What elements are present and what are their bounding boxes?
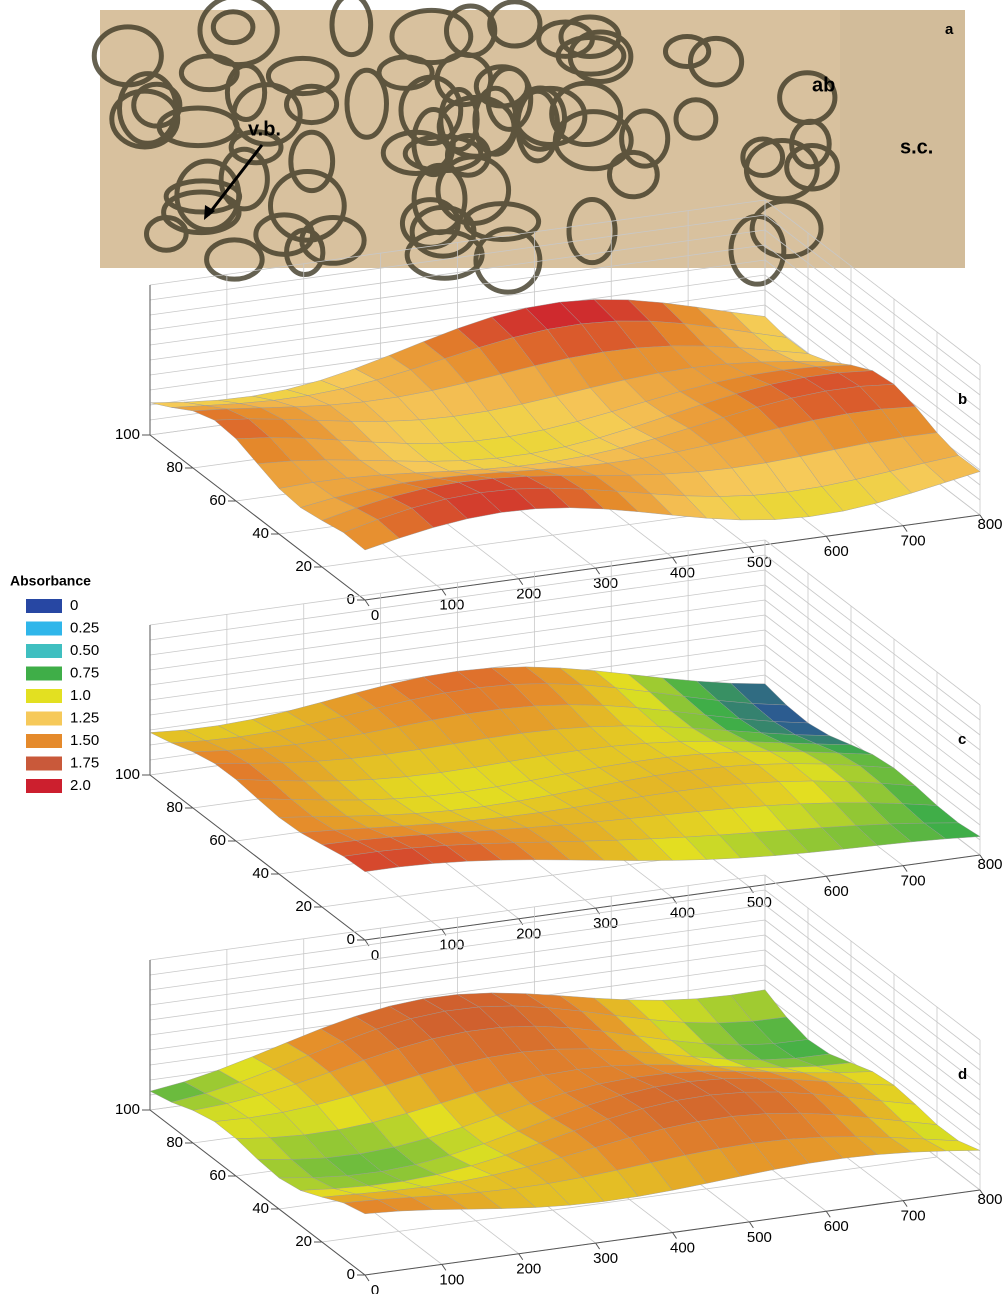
tick-mark (826, 1211, 830, 1217)
tick-mark (519, 1254, 523, 1260)
y-tick-label: 60 (209, 1167, 226, 1184)
tick-mark (596, 568, 600, 574)
x-tick-label: 800 (977, 1191, 1002, 1208)
y-tick-label: 60 (209, 492, 226, 509)
legend-swatch (26, 734, 62, 748)
tick-mark (903, 526, 907, 532)
y-tick-label: 20 (295, 558, 312, 575)
y-tick-label: 40 (252, 865, 269, 882)
annotation: s.c. (900, 136, 933, 158)
x-tick-label: 500 (747, 554, 772, 571)
y-tick-label: 100 (115, 1101, 140, 1118)
y-tick-label: 80 (166, 459, 183, 476)
x-tick-label: 500 (747, 1229, 772, 1246)
legend-swatch (26, 757, 62, 771)
x-tick-label: 700 (901, 873, 926, 890)
x-tick-label: 800 (977, 516, 1002, 533)
x-tick-label: 100 (439, 1271, 464, 1288)
legend-title: Absorbance (10, 573, 91, 589)
grid-line (765, 540, 980, 705)
legend-swatch (26, 644, 62, 658)
tick-mark (826, 876, 830, 882)
x-tick-label: 0 (371, 1282, 379, 1294)
x-tick-label: 100 (439, 936, 464, 953)
x-tick-label: 400 (670, 564, 695, 581)
x-tick-label: 600 (824, 883, 849, 900)
panel-label: c (958, 731, 966, 748)
y-tick-label: 20 (295, 898, 312, 915)
x-tick-label: 300 (593, 575, 618, 592)
x-tick-label: 600 (824, 1218, 849, 1235)
tick-mark (442, 589, 446, 595)
legend-swatch (26, 712, 62, 726)
tick-mark (749, 1222, 753, 1228)
surface-plot: 0100200300400500600700800020406080100d (115, 875, 1003, 1294)
tick-mark (749, 547, 753, 553)
legend-swatch (26, 599, 62, 613)
x-tick-label: 400 (670, 1239, 695, 1256)
y-tick-label: 40 (252, 525, 269, 542)
tick-mark (519, 579, 523, 585)
grid-line (765, 570, 980, 735)
legend-swatch (26, 667, 62, 681)
legend-label: 0.50 (70, 642, 99, 659)
annotation: v.b. (248, 118, 281, 140)
y-tick-label: 60 (209, 832, 226, 849)
tick-mark (596, 1243, 600, 1249)
panel-label: a (945, 21, 954, 38)
y-tick-label: 0 (347, 591, 355, 608)
y-tick-label: 0 (347, 1266, 355, 1283)
x-tick-label: 200 (516, 926, 541, 943)
x-tick-label: 700 (901, 1208, 926, 1225)
y-tick-label: 80 (166, 1134, 183, 1151)
legend-label: 0 (70, 597, 78, 614)
tick-mark (442, 1264, 446, 1270)
tick-mark (365, 600, 369, 606)
x-tick-label: 800 (977, 856, 1002, 873)
x-tick-label: 100 (439, 596, 464, 613)
legend: Absorbance 0 0.25 0.50 0.75 1.0 1.25 1.50 1.75 2… (10, 573, 99, 794)
x-tick-label: 400 (670, 904, 695, 921)
x-tick-label: 300 (593, 1250, 618, 1267)
legend-swatch (26, 779, 62, 793)
legend-label: 0.25 (70, 619, 99, 636)
micrograph: v.b. ab s.c. a (94, 0, 965, 292)
legend-label: 1.50 (70, 732, 99, 749)
y-tick-label: 100 (115, 426, 140, 443)
grid-line (765, 555, 980, 720)
tick-mark (365, 1275, 369, 1281)
y-tick-label: 80 (166, 799, 183, 816)
panel-label: b (958, 391, 967, 408)
legend-label: 1.25 (70, 709, 99, 726)
annotation: ab (812, 74, 835, 96)
panel-label: d (958, 1066, 967, 1083)
legend-label: 1.0 (70, 687, 91, 704)
grid-line (765, 875, 980, 1040)
legend-label: 1.75 (70, 754, 99, 771)
y-tick-label: 20 (295, 1233, 312, 1250)
tick-mark (826, 536, 830, 542)
figure: v.b. ab s.c. a Absorbance 0 0.25 0.50 0.75 1… (0, 0, 1008, 1294)
legend-label: 0.75 (70, 664, 99, 681)
x-tick-label: 600 (824, 543, 849, 560)
tick-mark (673, 1233, 677, 1239)
legend-swatch (26, 689, 62, 703)
y-tick-label: 40 (252, 1200, 269, 1217)
legend-swatch (26, 622, 62, 636)
tick-mark (903, 866, 907, 872)
y-tick-label: 0 (347, 931, 355, 948)
y-tick-label: 100 (115, 766, 140, 783)
x-tick-label: 500 (747, 894, 772, 911)
legend-label: 2.0 (70, 777, 91, 794)
x-tick-label: 0 (371, 947, 379, 964)
tick-mark (903, 1201, 907, 1207)
x-tick-label: 200 (516, 586, 541, 603)
x-tick-label: 700 (901, 533, 926, 550)
x-tick-label: 200 (516, 1261, 541, 1278)
x-tick-label: 300 (593, 915, 618, 932)
tick-mark (673, 558, 677, 564)
